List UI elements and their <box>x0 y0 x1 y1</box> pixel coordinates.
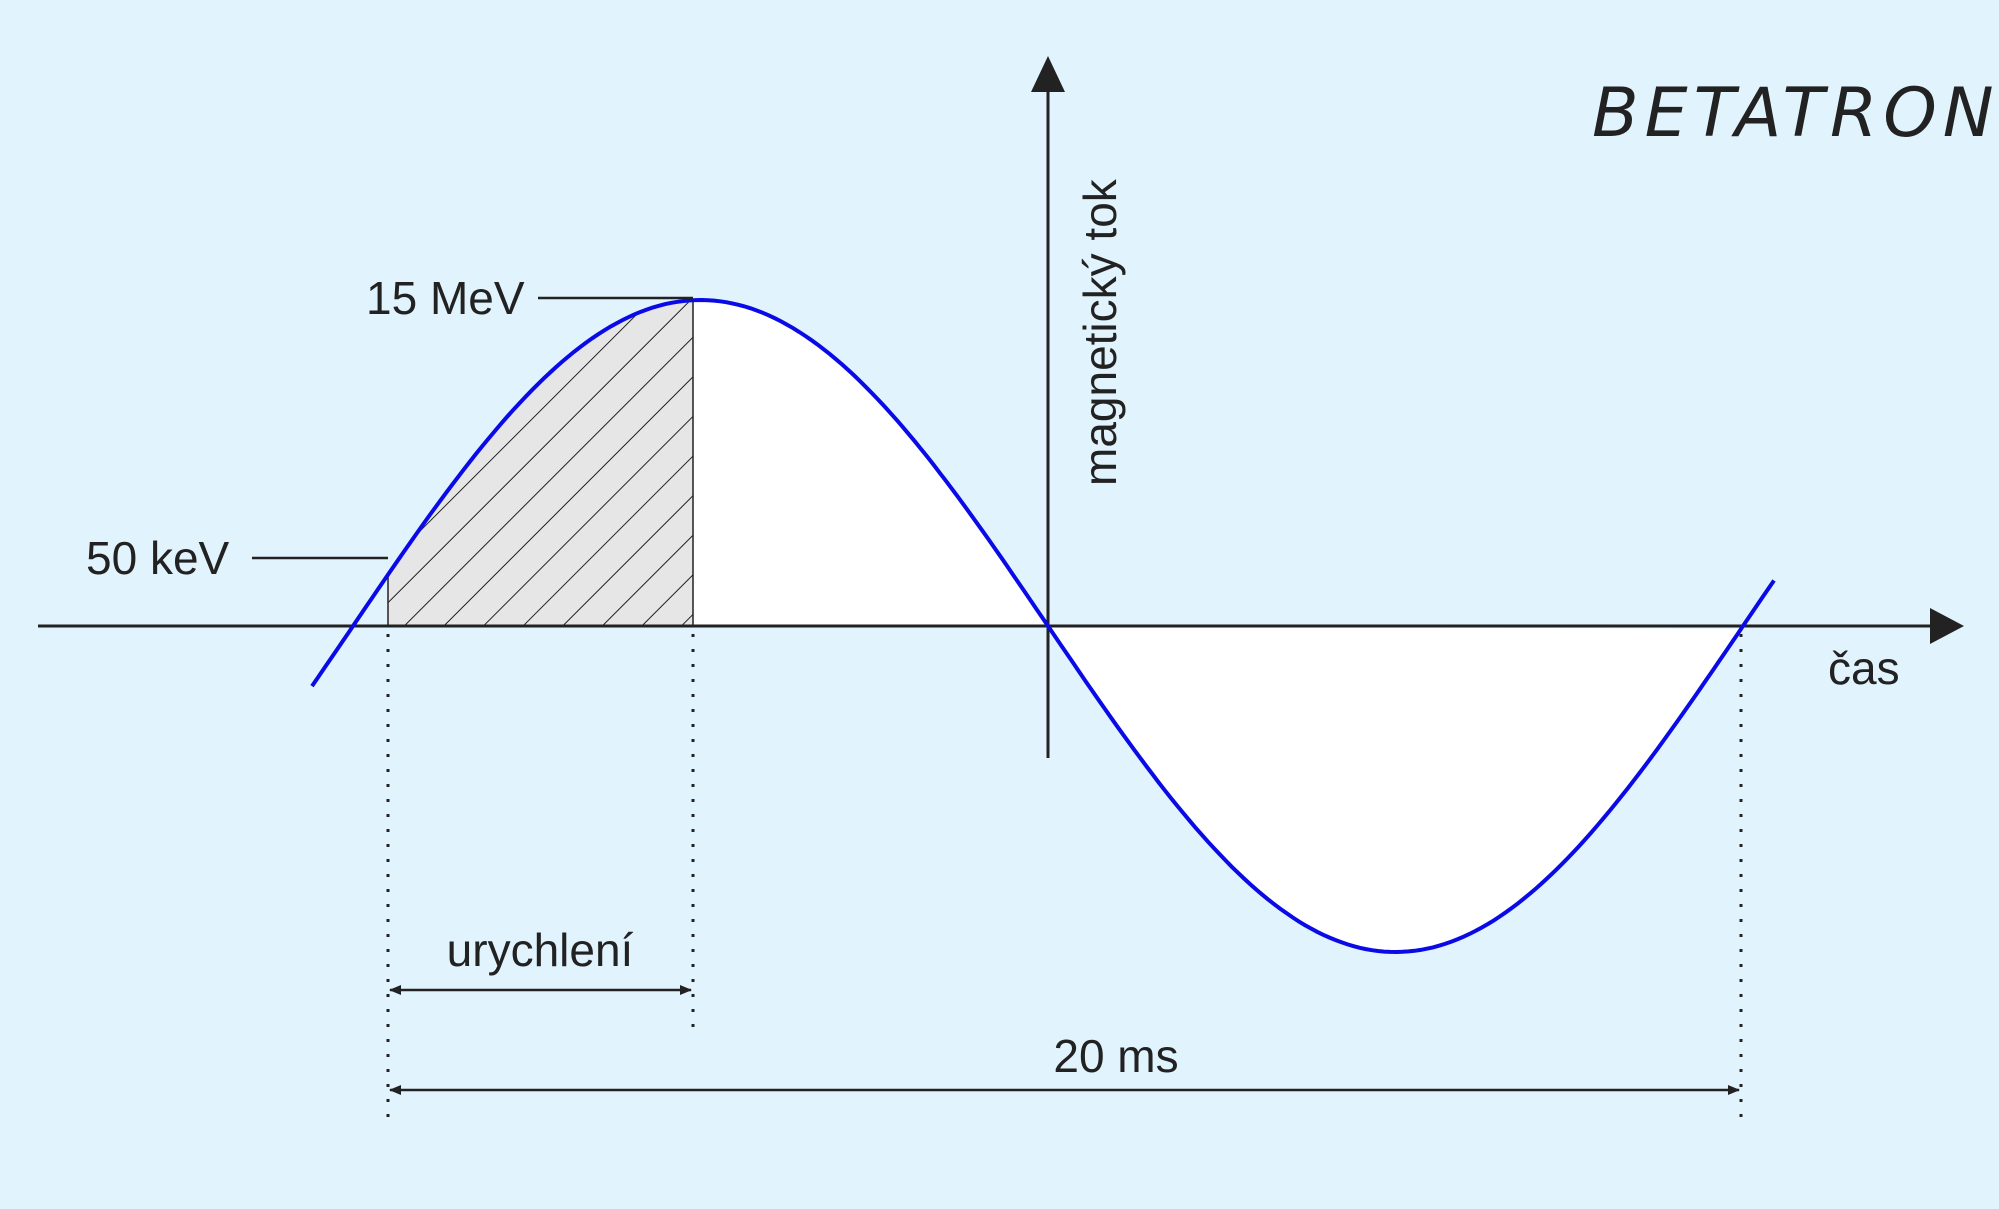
magnetic-flux-curve <box>310 297 1776 955</box>
diagram-title: BETATRON <box>1592 74 1999 153</box>
energy-low-label: 50 keV <box>86 532 230 584</box>
acceleration-hatched-area <box>387 299 694 627</box>
period-label: 20 ms <box>1053 1030 1178 1082</box>
y-axis-label: magnetický tok <box>1074 178 1126 486</box>
positive-lobe-fill <box>693 300 1048 626</box>
energy-high-label: 15 MeV <box>366 272 525 324</box>
x-axis-label: čas <box>1828 642 1900 694</box>
acceleration-label: urychlení <box>447 924 634 976</box>
flux-axis-arrowhead <box>1031 56 1065 92</box>
time-axis-arrowhead <box>1930 608 1964 644</box>
negative-lobe-fill <box>1048 626 1741 952</box>
